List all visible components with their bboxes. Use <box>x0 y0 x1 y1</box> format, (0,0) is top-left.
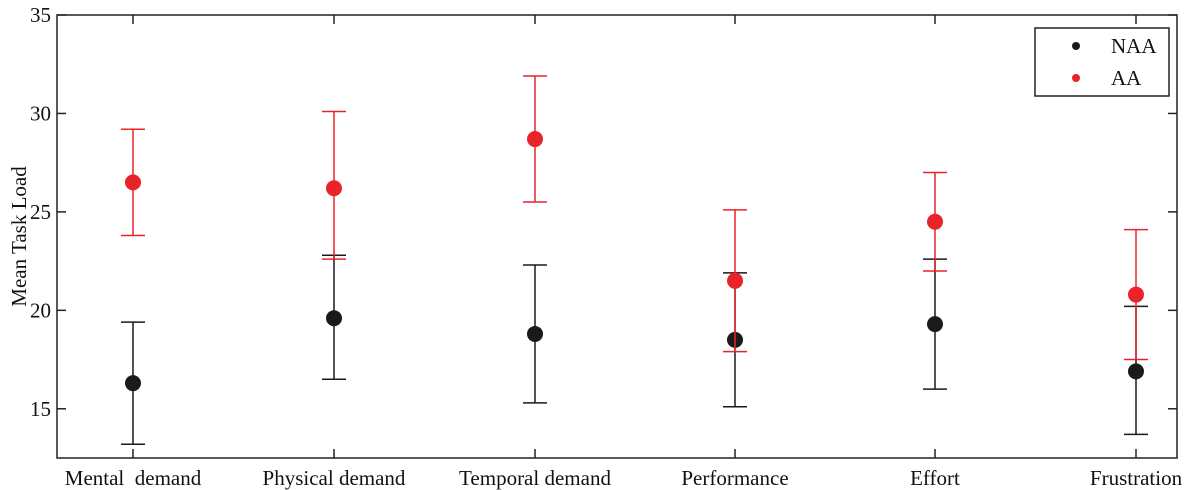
data-point <box>527 131 543 148</box>
series-naa <box>121 254 1148 445</box>
y-axis-ticks: 15 20 25 30 35 <box>30 3 1177 421</box>
data-point <box>125 174 141 191</box>
x-category-label: Physical demand <box>263 466 406 490</box>
x-category-label: Effort <box>910 466 960 490</box>
x-category-label: Performance <box>681 466 788 490</box>
plot-area <box>56 14 1178 459</box>
legend-marker <box>1072 42 1080 50</box>
y-tick-label: 25 <box>30 200 51 224</box>
legend-box <box>1034 27 1170 97</box>
data-point <box>927 213 943 230</box>
y-tick-label: 30 <box>30 101 51 125</box>
data-point <box>326 310 342 327</box>
y-axis-title: Mean Task Load <box>7 166 31 307</box>
y-tick-label: 15 <box>30 397 51 421</box>
data-point <box>527 325 543 342</box>
x-category-label: Temporal demand <box>459 466 611 490</box>
legend-label: NAA <box>1111 34 1157 58</box>
x-category-label: Mental demand <box>65 466 202 490</box>
series-aa <box>121 75 1148 361</box>
x-category-label: Frustration <box>1090 466 1183 490</box>
legend: NAA AA <box>1034 27 1170 97</box>
data-point <box>125 375 141 392</box>
data-point <box>727 272 743 289</box>
legend-marker <box>1072 74 1080 82</box>
data-point <box>927 316 943 333</box>
data-point <box>1128 363 1144 380</box>
data-marks <box>121 75 1148 445</box>
data-point <box>326 180 342 197</box>
y-tick-label: 20 <box>30 298 51 322</box>
y-tick-label: 35 <box>30 3 51 27</box>
legend-label: AA <box>1111 66 1142 90</box>
data-point <box>1128 286 1144 303</box>
x-axis-categories: Mental demand Physical demand Temporal dem… <box>65 15 1183 490</box>
